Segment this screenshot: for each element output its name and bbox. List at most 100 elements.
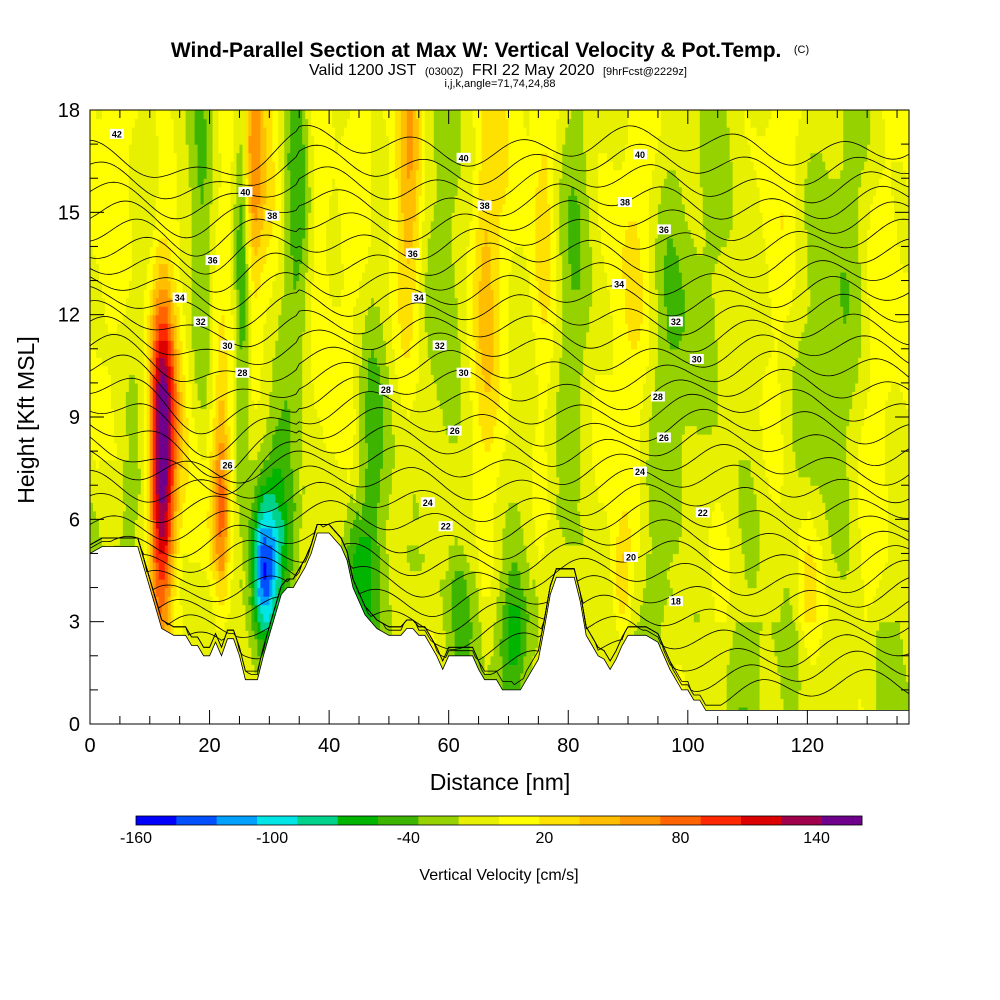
velocity-cell (152, 561, 157, 572)
velocity-cell (185, 237, 190, 248)
velocity-cell (293, 357, 297, 367)
velocity-cell (107, 374, 112, 384)
velocity-cell (257, 579, 261, 589)
velocity-cell (206, 169, 211, 179)
velocity-cell (182, 459, 187, 469)
velocity-cell (275, 561, 279, 572)
velocity-cell (200, 596, 205, 606)
velocity-cell (125, 118, 130, 128)
velocity-cell (230, 519, 235, 529)
velocity-cell (95, 127, 100, 137)
velocity-cell (179, 417, 184, 427)
velocity-cell (155, 263, 160, 273)
velocity-cell (149, 408, 154, 418)
velocity-cell (242, 212, 247, 222)
velocity-cell (233, 135, 238, 145)
velocity-cell (191, 638, 196, 648)
velocity-cell (257, 638, 261, 648)
velocity-cell (143, 340, 148, 350)
velocity-cell (131, 263, 136, 273)
velocity-cell (224, 365, 229, 375)
velocity-cell (152, 263, 157, 273)
velocity-cell (251, 374, 255, 384)
velocity-cell (224, 323, 229, 333)
velocity-cell (281, 417, 285, 427)
velocity-cell (290, 374, 294, 384)
velocity-cell (197, 169, 202, 179)
velocity-cell (248, 254, 253, 265)
velocity-cell (266, 144, 270, 154)
velocity-cell (90, 382, 94, 393)
velocity-cell (218, 399, 223, 410)
velocity-cell (275, 476, 279, 486)
velocity-cell (293, 553, 297, 563)
velocity-cell (191, 331, 196, 341)
velocity-cell (236, 527, 241, 537)
velocity-cell (164, 340, 169, 350)
velocity-cell (242, 621, 247, 631)
velocity-cell (125, 161, 130, 171)
velocity-cell (209, 135, 214, 145)
velocity-cell (206, 570, 211, 580)
velocity-cell (275, 246, 279, 256)
velocity-cell (290, 246, 294, 256)
velocity-cell (113, 391, 118, 401)
velocity-cell (152, 110, 157, 120)
velocity-cell (212, 237, 217, 248)
velocity-cell (158, 212, 163, 222)
velocity-cell (158, 485, 163, 495)
velocity-cell (278, 527, 282, 537)
velocity-cell (266, 485, 270, 495)
velocity-cell (140, 348, 145, 358)
velocity-cell (269, 348, 273, 358)
velocity-cell (203, 553, 208, 563)
velocity-cell (155, 127, 160, 137)
velocity-cell (275, 451, 279, 461)
velocity-cell (185, 519, 190, 529)
velocity-cell (287, 212, 291, 222)
velocity-cell (185, 254, 190, 265)
velocity-cell (128, 161, 133, 171)
velocity-cell (143, 382, 148, 393)
velocity-cell (215, 152, 220, 162)
velocity-cell (260, 527, 264, 537)
velocity-cell (104, 246, 109, 256)
velocity-cell (203, 229, 208, 239)
velocity-cell (140, 178, 145, 188)
velocity-cell (194, 459, 199, 469)
velocity-cell (215, 510, 220, 520)
velocity-cell (284, 536, 288, 546)
velocity-cell (239, 289, 244, 299)
velocity-cell (158, 229, 163, 239)
velocity-cell (242, 195, 247, 205)
velocity-cell (197, 127, 202, 137)
velocity-cell (218, 425, 223, 435)
velocity-cell (215, 246, 220, 256)
velocity-cell (212, 485, 217, 495)
velocity-cell (200, 169, 205, 179)
velocity-cell (293, 280, 297, 290)
velocity-cell (143, 237, 148, 248)
velocity-cell (254, 118, 258, 128)
velocity-cell (272, 340, 276, 350)
velocity-cell (164, 357, 169, 367)
velocity-cell (230, 254, 235, 265)
velocity-cell (176, 476, 181, 486)
velocity-cell (170, 289, 175, 299)
velocity-cell (146, 434, 151, 444)
velocity-cell (149, 451, 154, 461)
subtitle-forecast: [9hrFcst@2229z] (603, 66, 687, 78)
velocity-cell (173, 161, 178, 171)
velocity-cell (128, 220, 133, 230)
velocity-cell (200, 382, 205, 393)
velocity-cell (164, 604, 169, 614)
velocity-cell (257, 613, 261, 623)
velocity-cell (260, 604, 264, 614)
velocity-cell (290, 382, 294, 393)
velocity-cell (149, 178, 154, 188)
velocity-cell (278, 442, 282, 452)
velocity-cell (167, 323, 172, 333)
velocity-cell (122, 527, 127, 537)
velocity-cell (128, 203, 133, 213)
velocity-cell (155, 476, 160, 486)
